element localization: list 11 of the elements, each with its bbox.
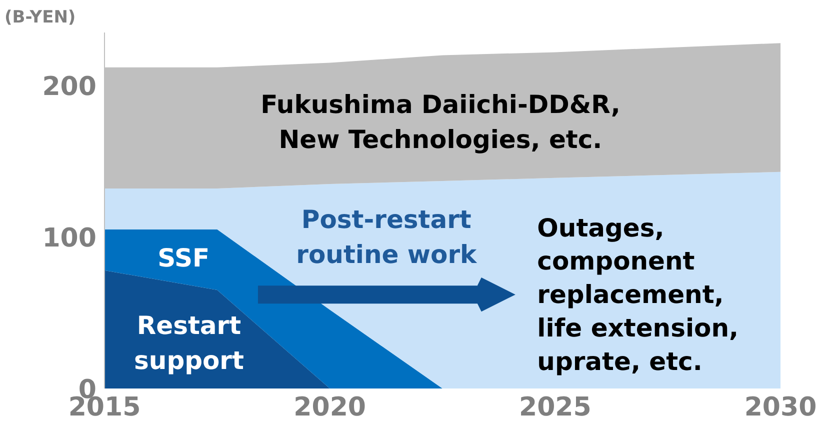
y-axis-title: (B-YEN) [4, 8, 76, 28]
x-tick-label: 2020 [294, 392, 366, 422]
annotation: Outages, component replacement, life extension, uprate, etc. [537, 213, 739, 376]
x-tick-label: 2030 [744, 392, 817, 422]
series-label: Fukushima Daiichi-DD&R, New Technologies, etc. [260, 90, 620, 154]
y-tick-label: 100 [42, 224, 97, 254]
series-label: SSF [158, 244, 210, 273]
y-tick-label: 200 [42, 72, 97, 102]
series-label: Post-restart routine work [296, 205, 478, 269]
series-label: Restart support [134, 311, 244, 375]
x-tick-label: 2025 [518, 392, 592, 422]
